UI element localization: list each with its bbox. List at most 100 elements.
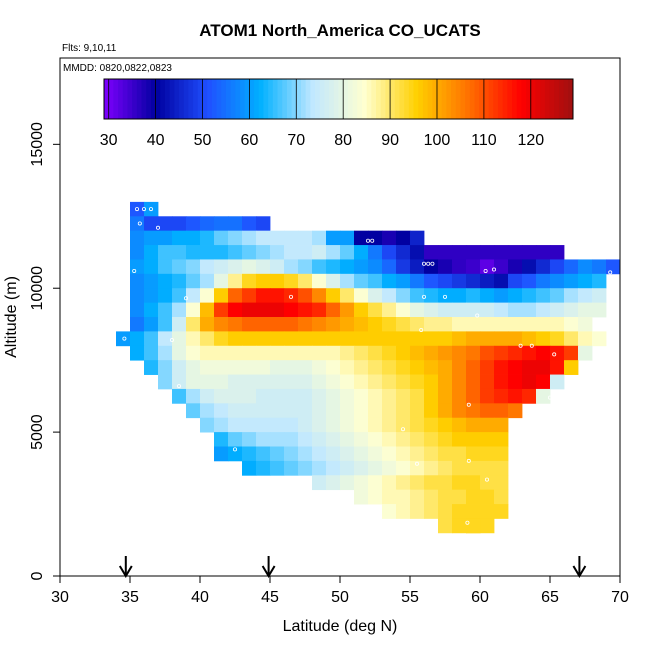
heatmap-cell	[214, 417, 229, 433]
heatmap-cell	[410, 360, 425, 375]
heatmap-cell	[172, 302, 187, 318]
heatmap-cell	[438, 518, 453, 534]
heatmap-cell	[228, 245, 243, 260]
heatmap-cell	[186, 273, 201, 289]
colorbar-segment	[493, 79, 499, 119]
heatmap-cell	[424, 259, 439, 275]
heatmap-cell	[284, 374, 299, 390]
heatmap-cell	[480, 475, 495, 491]
colorbar-segment	[554, 79, 560, 119]
heatmap-cell	[312, 460, 327, 476]
heatmap-cell	[368, 273, 383, 289]
heatmap-cell	[452, 432, 467, 447]
heatmap-cell	[214, 317, 229, 332]
observation-point	[176, 384, 181, 389]
heatmap-cell	[382, 504, 397, 519]
heatmap-cell	[298, 288, 313, 304]
heatmap-cell	[522, 273, 537, 289]
heatmap-cell	[522, 331, 537, 347]
heatmap-cell	[270, 302, 285, 318]
heatmap-cell	[242, 360, 257, 375]
colorbar-segment	[310, 79, 316, 119]
heatmap-cell	[312, 345, 327, 361]
heatmap-cell	[508, 302, 523, 318]
heatmap-cell	[536, 331, 551, 347]
observation-point	[370, 238, 375, 243]
colorbar-segment	[507, 79, 513, 119]
heatmap-cell	[424, 345, 439, 361]
x-tick-label: 65	[541, 589, 559, 606]
heatmap-cell	[382, 489, 397, 505]
colorbar-segment	[422, 79, 429, 119]
heatmap-cell	[158, 317, 173, 332]
heatmap-cell	[396, 245, 411, 260]
heatmap-cell	[340, 331, 355, 347]
heatmap-cell	[382, 403, 397, 419]
colorbar-segment	[451, 79, 457, 119]
colorbar-segment	[244, 79, 250, 119]
colorbar-segment	[338, 79, 344, 119]
heatmap-cell	[410, 245, 425, 260]
colorbar-segment	[366, 79, 372, 119]
colorbar-segment	[132, 79, 138, 119]
mmdd-annotation: MMDD: 0820,0822,0823	[63, 63, 172, 74]
colorbar-segment	[347, 79, 354, 119]
heatmap-cell	[144, 288, 159, 304]
colorbar-segment	[408, 79, 415, 119]
heatmap-cell	[284, 460, 299, 476]
heatmap-cell	[298, 374, 313, 390]
heatmap-cell	[158, 360, 173, 375]
heatmap-cell	[354, 273, 369, 289]
heatmap-cell	[508, 388, 523, 404]
heatmap-cell	[466, 489, 481, 505]
observation-point	[419, 327, 424, 332]
heatmap-cell	[270, 288, 285, 304]
heatmap-cell	[536, 374, 551, 390]
heatmap-cell	[340, 388, 355, 404]
heatmap-cell	[284, 417, 299, 433]
heatmap-cell	[396, 417, 411, 433]
observation-point	[608, 270, 613, 275]
heatmap-cell	[228, 230, 243, 246]
heatmap-cell	[270, 432, 285, 447]
colorbar-segment	[141, 79, 147, 119]
colorbar-segment	[479, 79, 485, 119]
colorbar-segment	[404, 79, 410, 119]
colorbar-segment	[319, 79, 325, 119]
heatmap-cell	[550, 317, 565, 332]
heatmap-cell	[382, 460, 397, 476]
colorbar-segment	[497, 79, 504, 119]
colorbar-segment	[558, 79, 565, 119]
colorbar-segment	[197, 79, 203, 119]
colorbar-segment	[436, 79, 443, 119]
heatmap-cell	[158, 245, 173, 260]
x-tick-label: 70	[611, 589, 629, 606]
heatmap-cell	[186, 374, 201, 390]
heatmap-cell	[452, 345, 467, 361]
colorbar-segment	[127, 79, 133, 119]
heatmap-cell	[396, 360, 411, 375]
heatmap-cell	[466, 388, 481, 404]
heatmap-cell	[396, 288, 411, 304]
heatmap-cell	[466, 504, 481, 519]
heatmap-cell	[410, 302, 425, 318]
heatmap-cell	[270, 273, 285, 289]
heatmap-cell	[270, 403, 285, 419]
heatmap-cell	[452, 518, 467, 534]
colorbar-segment	[118, 79, 124, 119]
heatmap-cell	[326, 230, 341, 246]
x-tick-label: 55	[401, 589, 419, 606]
heatmap-cell	[214, 403, 229, 419]
heatmap-cell	[368, 345, 383, 361]
heatmap-cell	[522, 259, 537, 275]
colorbar-segment	[272, 79, 279, 119]
heatmap-cells	[116, 201, 621, 534]
heatmap-cell	[326, 345, 341, 361]
heatmap-cell	[592, 273, 607, 289]
colorbar-tick-label: 30	[100, 132, 118, 149]
observation-point	[134, 207, 139, 212]
colorbar-segment	[512, 79, 518, 119]
heatmap-cell	[242, 245, 257, 260]
heatmap-cell	[466, 273, 481, 289]
heatmap-cell	[550, 360, 565, 375]
